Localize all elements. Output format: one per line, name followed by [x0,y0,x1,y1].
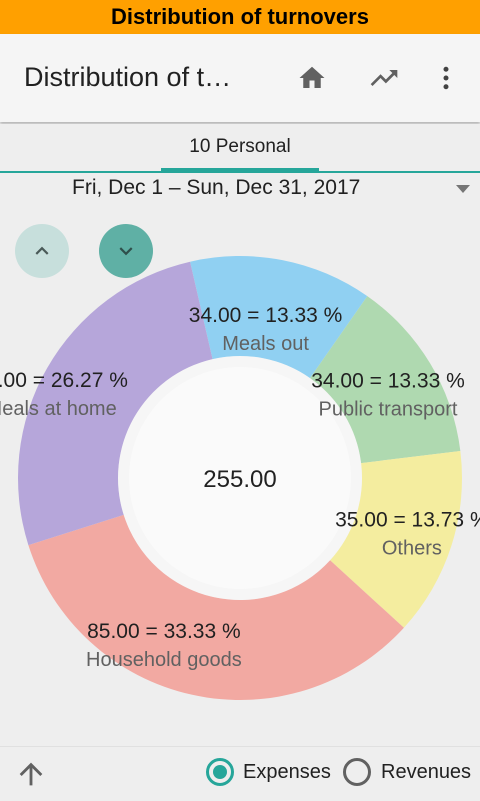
next-period-button[interactable] [99,224,153,278]
bottom-bar: Expenses Revenues [0,746,480,801]
app-bar-title: Distribution of t… [24,62,232,92]
app-bar: Distribution of t… [0,34,480,122]
slice-others[interactable] [330,450,462,628]
slice-value-label: 67.00 = 26.27 % [0,369,128,392]
slice-category-label: Household goods [86,649,242,671]
previous-period-button[interactable] [15,224,69,278]
slice-category-label: Meals out [222,333,309,355]
slice-value-label: 85.00 = 33.33 % [87,620,241,643]
chevron-down-icon [119,247,133,256]
period-label: Fri, Dec 1 – Sun, Dec 31, 2017 [72,176,361,199]
slice-meals-out[interactable] [190,256,368,379]
slice-category-label: Others [382,537,442,559]
slice-value-label: 35.00 = 13.73 % [335,508,480,531]
slice-household-goods[interactable] [28,514,404,700]
screen-title-banner: Distribution of turnovers [0,0,480,34]
donut-hole [129,367,351,589]
more-vert-icon[interactable] [424,56,468,100]
slice-value-label: 34.00 = 13.33 % [311,369,465,392]
slice-category-label: Meals at home [0,398,117,420]
trend-icon[interactable] [362,56,406,100]
home-icon[interactable] [290,56,334,100]
slice-value-label: 34.00 = 13.33 % [189,304,343,327]
slice-public-transport[interactable] [309,296,461,464]
tab-personal[interactable]: 10 Personal [161,124,319,171]
dropdown-arrow-icon[interactable] [456,185,470,193]
slice-category-label: Public transport [319,398,458,420]
tab-bar: 10 Personal [0,124,480,173]
slice-meals-at-home[interactable] [18,261,213,546]
revenues-label[interactable]: Revenues [381,761,472,783]
period-selector[interactable]: Fri, Dec 1 – Sun, Dec 31, 2017 [0,172,480,206]
arrow-up-icon[interactable] [14,757,48,796]
expenses-label[interactable]: Expenses [243,761,331,783]
chart-total: 255.00 [203,466,276,493]
revenues-radio[interactable] [343,758,371,786]
expenses-radio[interactable] [206,758,234,786]
chevron-up-icon [35,246,49,255]
